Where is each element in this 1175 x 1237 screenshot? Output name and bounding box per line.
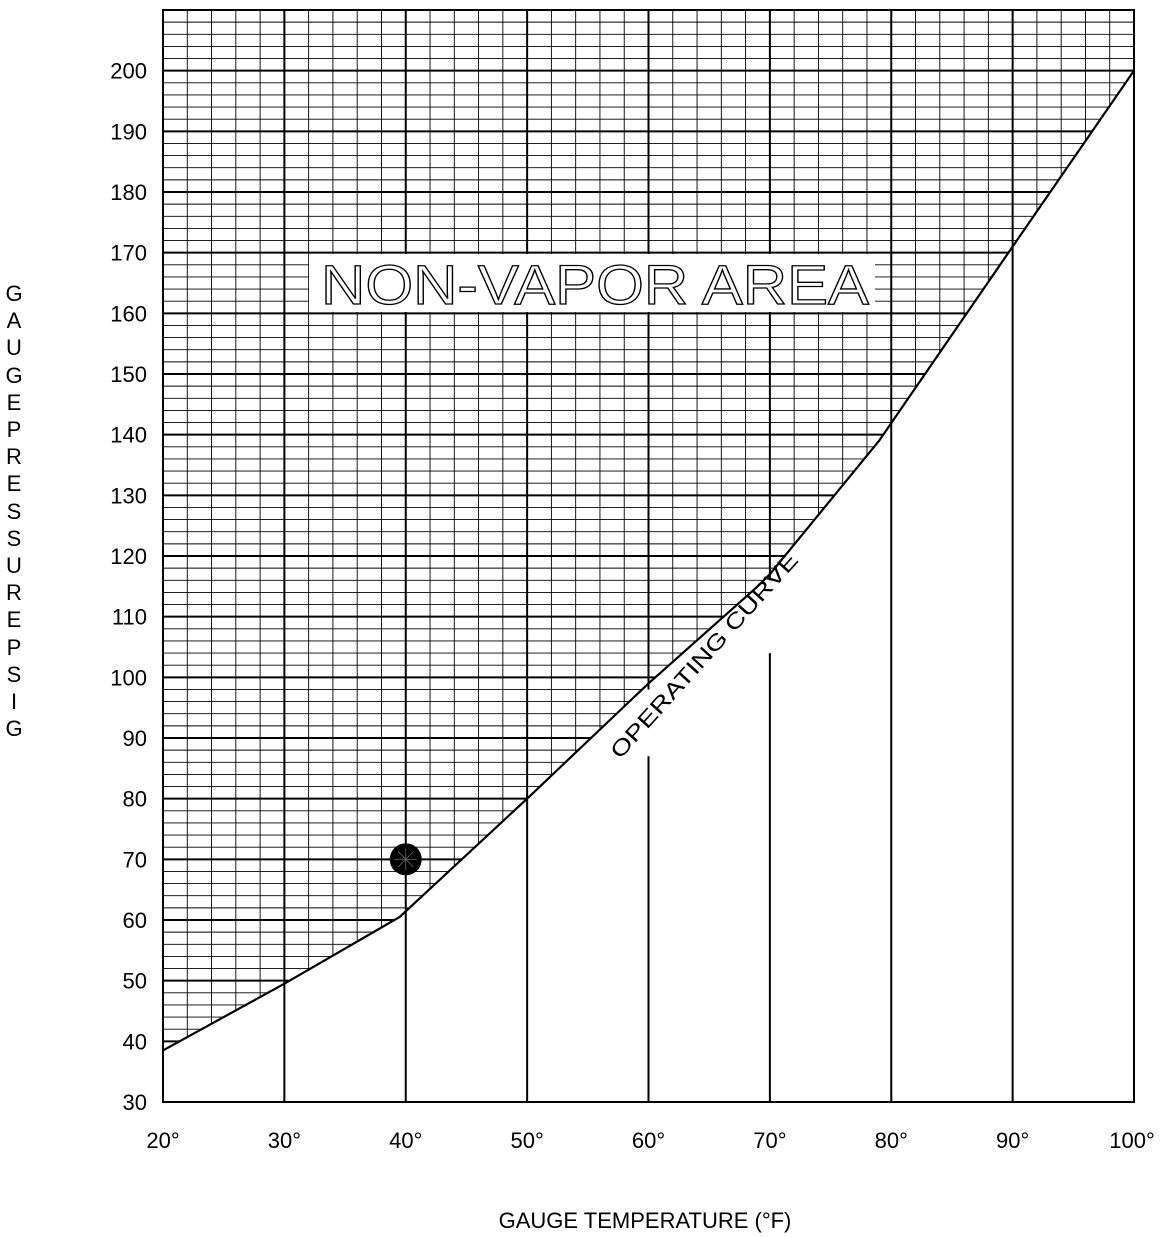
y-tick-label: 120: [110, 544, 147, 569]
y-tick-label: 100: [110, 665, 147, 690]
major-horizontal-gridlines: [163, 69, 1134, 1043]
y-tick-label: 190: [110, 119, 147, 144]
y-tick-label: 140: [110, 423, 147, 448]
plot-frame: [162, 9, 1135, 1103]
y-tick-label: 80: [123, 787, 147, 812]
x-tick-label: 30°: [268, 1128, 301, 1153]
operating-point-marker: [389, 843, 422, 876]
y-tick-label: 40: [123, 1029, 147, 1054]
x-tick-label: 100°: [1109, 1128, 1155, 1153]
y-axis-title: GAUGE PRESSURE PSIG: [5, 281, 28, 742]
non-vapor-area-label: NON-VAPOR AREA: [321, 253, 870, 316]
x-tick-label: 60°: [632, 1128, 665, 1153]
x-tick-label: 80°: [875, 1128, 908, 1153]
x-tick-label: 20°: [146, 1128, 179, 1153]
x-tick-label: 40°: [389, 1128, 422, 1153]
x-axis-tick-labels: 20° 30° 40° 50° 60° 70° 80° 90° 100°: [146, 1128, 1154, 1153]
y-tick-label: 90: [123, 726, 147, 751]
y-tick-label: 180: [110, 180, 147, 205]
y-tick-label: 110: [112, 605, 147, 630]
y-tick-label: 170: [110, 241, 147, 266]
x-axis-title: GAUGE TEMPERATURE (°F): [499, 1208, 792, 1233]
y-tick-label: 50: [123, 969, 147, 994]
x-tick-label: 90°: [996, 1128, 1029, 1153]
y-tick-label: 70: [123, 847, 147, 872]
y-tick-label: 30: [123, 1090, 147, 1115]
major-vertical-gridlines: [283, 10, 1014, 1102]
x-tick-label: 70°: [753, 1128, 786, 1153]
y-tick-label: 60: [123, 908, 147, 933]
y-tick-label: 130: [110, 483, 147, 508]
region-label-group: NON-VAPOR AREA: [309, 252, 875, 317]
region-label-background: [309, 254, 875, 312]
y-axis-tick-labels: 30 40 50 60 70 80 90 100 110 120 130 140 150 160 170 18…: [110, 59, 147, 1115]
x-tick-label: 50°: [510, 1128, 543, 1153]
y-tick-label: 200: [110, 59, 147, 84]
operating-curve-line: [162, 70, 1135, 1052]
y-tick-label: 150: [110, 362, 147, 387]
marker-spoke: [397, 851, 414, 868]
y-tick-label: 160: [110, 301, 147, 326]
